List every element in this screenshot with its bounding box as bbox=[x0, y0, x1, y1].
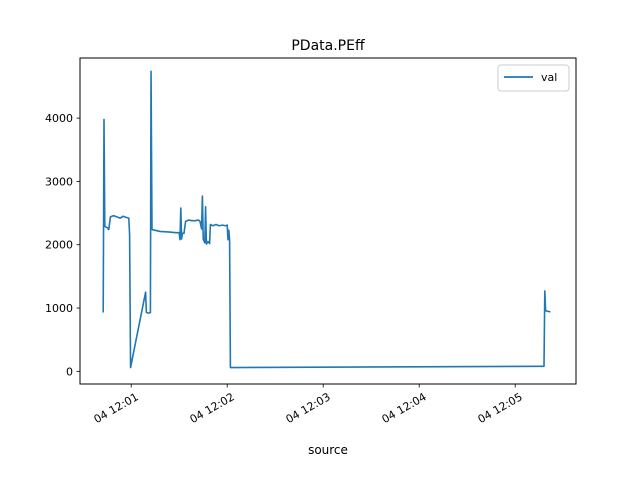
y-axis: 0 1000 2000 3000 4000 bbox=[45, 112, 80, 378]
legend-box bbox=[497, 64, 570, 92]
plot-frame bbox=[79, 57, 577, 385]
legend-label: val bbox=[541, 71, 557, 84]
series-line-val bbox=[102, 70, 551, 369]
y-tick-label: 2000 bbox=[45, 239, 73, 252]
legend: val bbox=[497, 64, 570, 92]
y-tick-label: 3000 bbox=[45, 175, 73, 188]
chart-title: PData.PEff bbox=[291, 38, 365, 54]
x-axis-label: source bbox=[308, 443, 348, 457]
y-tick-label: 1000 bbox=[45, 302, 73, 315]
plot-series bbox=[102, 70, 551, 369]
y-tick-label: 0 bbox=[66, 365, 73, 378]
y-tick-label: 4000 bbox=[45, 112, 73, 125]
